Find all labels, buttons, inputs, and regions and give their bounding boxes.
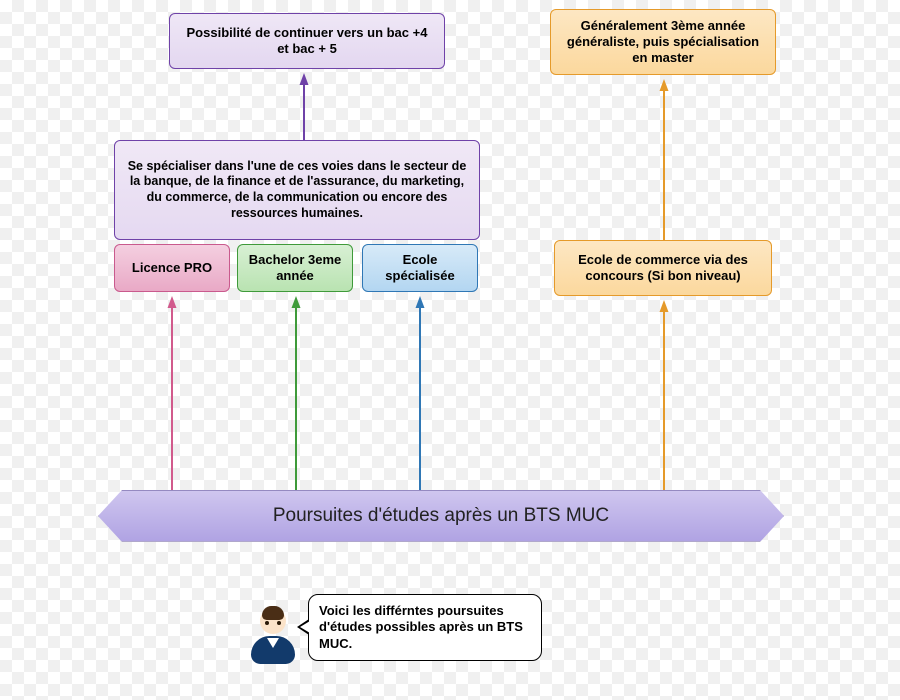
speech-bubble: Voici les différntes poursuites d'études…: [308, 594, 542, 661]
node-master-general: Généralement 3ème année généraliste, pui…: [550, 9, 776, 75]
diagram-stage: Possibilité de continuer vers un bac +4 …: [0, 0, 900, 700]
node-licence-pro: Licence PRO: [114, 244, 230, 292]
node-bachelor-3eme: Bachelor 3eme année: [237, 244, 353, 292]
root-banner: Poursuites d'études après un BTS MUC: [98, 490, 784, 542]
node-label: Généralement 3ème année généraliste, pui…: [561, 18, 765, 67]
node-ecole-specialisee: Ecole spécialisée: [362, 244, 478, 292]
arrow-desc-to-topleft: [300, 73, 309, 140]
node-label: Possibilité de continuer vers un bac +4 …: [180, 25, 434, 58]
node-ecole-commerce: Ecole de commerce via des concours (Si b…: [554, 240, 772, 296]
node-label: Bachelor 3eme année: [248, 252, 342, 285]
node-specialisation-desc: Se spécialiser dans l'une de ces voies d…: [114, 140, 480, 240]
arrow-banner-to-commerce: [660, 300, 669, 490]
banner-label: Poursuites d'études après un BTS MUC: [273, 505, 609, 527]
node-continue-bac45: Possibilité de continuer vers un bac +4 …: [169, 13, 445, 69]
node-label: Licence PRO: [132, 260, 212, 276]
avatar-icon: [248, 608, 298, 668]
node-label: Ecole de commerce via des concours (Si b…: [565, 252, 761, 285]
node-label: Ecole spécialisée: [373, 252, 467, 285]
arrow-banner-to-licence: [168, 296, 177, 490]
arrow-commerce-to-topright: [660, 79, 669, 240]
arrow-banner-to-bachelor: [292, 296, 301, 490]
node-label: Se spécialiser dans l'une de ces voies d…: [125, 159, 469, 222]
speech-text: Voici les différntes poursuites d'études…: [319, 603, 523, 651]
arrow-banner-to-ecolespec: [416, 296, 425, 490]
